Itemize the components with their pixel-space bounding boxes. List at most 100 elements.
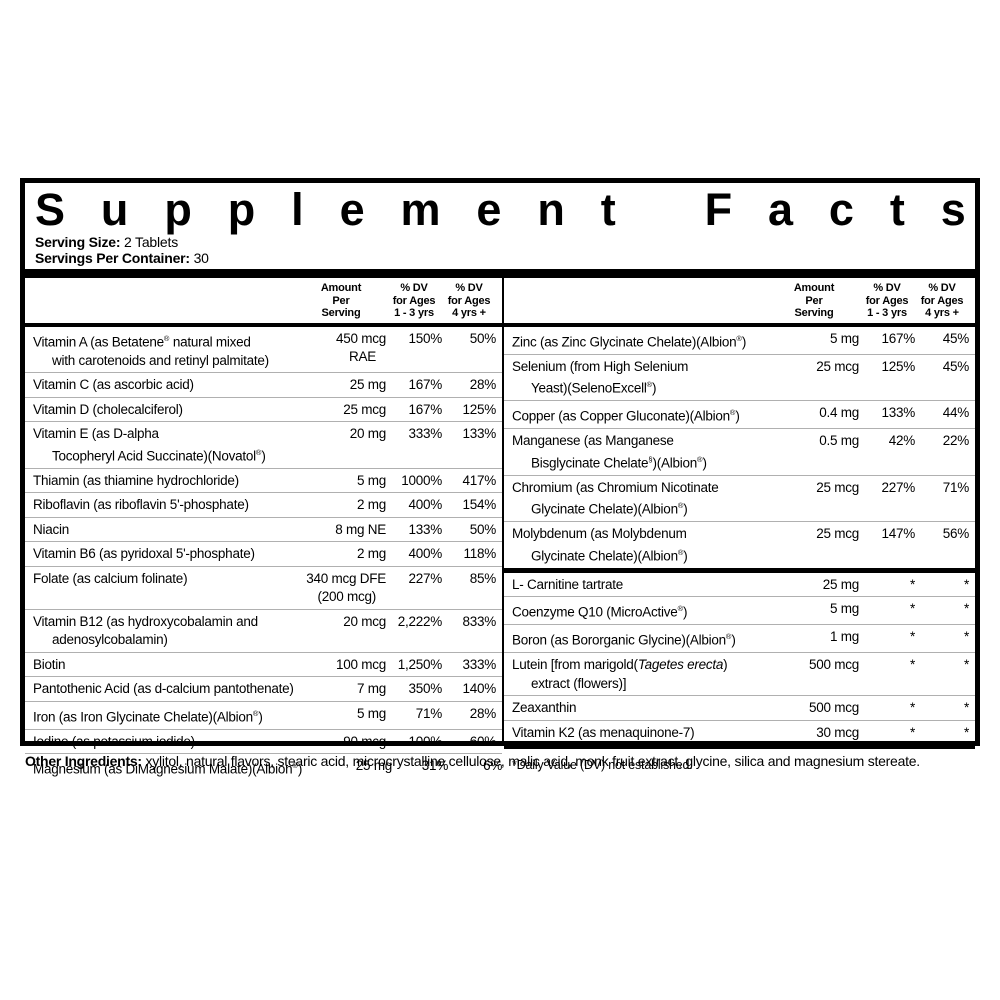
table-row: Chromium (as Chromium Nicotinate Glycinat…: [504, 476, 975, 522]
dv-ages-1-3: *: [909, 576, 915, 592]
dv-ages-4plus: 333%: [462, 656, 496, 672]
amount-per-serving: 25 mg: [355, 758, 393, 773]
amount-header: Amount Per Serving: [320, 282, 362, 319]
table-row: Vitamin A (as Betatene® natural mixed wit…: [25, 327, 502, 373]
nutrient-name: Pantothenic Acid (as d-calcium pantothen…: [33, 681, 294, 696]
servings-per-container-value: 30: [189, 250, 209, 266]
servings-per-container-line: Servings Per Container: 30: [25, 250, 975, 266]
amount-per-serving: 25 mg: [822, 576, 860, 592]
dv-ages-4plus: 833%: [462, 613, 496, 629]
amount-per-serving: 8 mg NE: [335, 521, 386, 537]
dv-ages-1-3: 227%: [408, 570, 442, 586]
dv-ages-1-3: *: [909, 724, 915, 740]
nutrient-name: Vitamin D (cholecalciferol): [33, 401, 183, 417]
section-divider-bar: [504, 567, 975, 573]
nutrient-name: L- Carnitine tartrate: [512, 576, 624, 592]
dv-ages-4plus: 50%: [469, 330, 497, 346]
dv-ages-1-3: 2,222%: [397, 613, 443, 629]
dv-ages-1-3: 71%: [415, 705, 443, 721]
table-row: Iron (as Iron Glycinate Chelate)(Albion®…: [25, 702, 502, 730]
dv-4plus-header: % DV for Ages 4 yrs +: [920, 282, 964, 319]
header-divider-bar: [25, 269, 975, 278]
dv-ages-1-3: *: [909, 601, 915, 616]
table-row: Manganese (as Manganese Bisglycinate Chel…: [504, 429, 975, 476]
dv-ages-1-3: 42%: [888, 433, 916, 448]
dv-ages-4plus: 45%: [942, 358, 970, 374]
right-column-headers: Amount Per Serving % DV for Ages 1 - 3 yrs %…: [504, 278, 975, 327]
nutrient-name: Iron (as Iron Glycinate Chelate)(Albion®…: [33, 708, 263, 725]
nutrient-name: Vitamin C (as ascorbic acid): [33, 377, 194, 392]
title-letter: m: [400, 184, 441, 235]
nutrient-name: Zinc (as Zinc Glycinate Chelate)(Albion®…: [512, 333, 747, 350]
dv-ages-1-3: 333%: [408, 426, 442, 441]
title-letter: l: [291, 184, 303, 235]
table-row: Vitamin B6 (as pyridoxal 5'-phosphate) 2 …: [25, 542, 502, 567]
amount-per-serving: 1 mg: [829, 629, 859, 644]
dv-ages-4plus: *: [963, 657, 969, 672]
title-letter: e: [476, 184, 501, 235]
dv-ages-1-3: 133%: [408, 521, 442, 537]
left-column-headers: Amount Per Serving % DV for Ages 1 - 3 yrs %…: [25, 278, 502, 327]
dv-ages-4plus: 140%: [462, 681, 496, 696]
right-mineral-rows: Zinc (as Zinc Glycinate Chelate)(Albion®…: [504, 327, 975, 568]
amount-per-serving: 340 mcg DFE (200 mcg): [306, 570, 386, 605]
section-divider-bar: [504, 744, 975, 749]
table-row: Copper (as Copper Gluconate)(Albion®) 0.4…: [504, 401, 975, 429]
amount-per-serving: 25 mcg: [816, 479, 859, 495]
nutrient-name: Boron (as Bororganic Glycine)(Albion®): [512, 632, 736, 648]
other-ingredients-line: Other Ingredients: xylitol, natural flav…: [25, 753, 980, 770]
dv-ages-1-3: 150%: [408, 330, 442, 346]
dv-ages-4plus: 60%: [469, 733, 497, 749]
nutrient-name: Vitamin A (as Betatene® natural mixed wit…: [33, 333, 269, 368]
amount-per-serving: 5 mg: [356, 705, 386, 721]
title-letter: e: [339, 184, 365, 235]
dv-ages-4plus: 22%: [942, 433, 970, 448]
dv-ages-1-3: *: [909, 657, 915, 672]
vertical-divider: [502, 278, 504, 741]
title-letter: t: [600, 184, 616, 235]
amount-per-serving: 2 mg: [356, 546, 386, 561]
table-row: Folate (as calcium folinate) 340 mcg DFE(…: [25, 567, 502, 610]
dv-ages-1-3: 167%: [408, 401, 442, 417]
other-ingredients-label: Other Ingredients:: [25, 753, 142, 769]
dv-ages-1-3: 167%: [408, 377, 442, 392]
table-row: Biotin 100 mcg 1,250% 333%: [25, 653, 502, 677]
dv-1-3-header: % DV for Ages 1 - 3 yrs: [392, 282, 436, 319]
nutrient-name: Folate (as calcium folinate): [33, 570, 188, 586]
dv-ages-1-3: 227%: [881, 479, 915, 495]
dv-ages-4plus: *: [963, 700, 969, 715]
title-letter: c: [828, 184, 854, 235]
dv-ages-4plus: 45%: [942, 330, 970, 346]
dv-ages-1-3: 1000%: [401, 472, 442, 488]
table-row: Zinc (as Zinc Glycinate Chelate)(Albion®…: [504, 327, 975, 355]
amount-per-serving: 20 mcg: [343, 613, 386, 629]
table-row: Molybdenum (as Molybdenum Glycinate Chela…: [504, 522, 975, 568]
dv-ages-4plus: 71%: [942, 479, 970, 495]
amount-per-serving: 30 mcg: [816, 724, 859, 740]
table-row: Zeaxanthin 500 mcg * *: [504, 696, 975, 721]
dv-ages-1-3: 350%: [408, 681, 442, 696]
title-letter: s: [940, 184, 966, 235]
amount-per-serving: 500 mcg: [808, 657, 859, 672]
amount-per-serving: 0.4 mg: [819, 405, 859, 420]
dv-ages-1-3: 125%: [881, 358, 915, 374]
nutrient-name: Molybdenum (as Molybdenum Glycinate Chela…: [512, 526, 688, 563]
nutrient-name: Selenium (from High Selenium Yeast)(Selen…: [512, 358, 689, 396]
table-row: Magnesium (as DiMagnesium Malate)(Albion…: [25, 754, 502, 781]
dv-ages-1-3: 400%: [408, 546, 442, 561]
amount-per-serving: 25 mg: [349, 377, 387, 392]
nutrient-name: Vitamin B6 (as pyridoxal 5'-phosphate): [33, 546, 255, 561]
left-table: Amount Per Serving % DV for Ages 1 - 3 yrs %…: [25, 278, 502, 777]
table-row: L- Carnitine tartrate 25 mg * *: [504, 573, 975, 597]
dv-ages-4plus: 28%: [469, 705, 497, 721]
table-row: Coenzyme Q10 (MicroActive®) 5 mg * *: [504, 597, 975, 625]
serving-size-value: 2 Tablets: [120, 234, 178, 250]
dv-ages-4plus: 133%: [462, 426, 496, 441]
right-other-nutrient-rows: L- Carnitine tartrate 25 mg * * Coenzyme Q10…: [504, 573, 975, 745]
title-letter: p: [227, 184, 255, 235]
nutrient-name: Copper (as Copper Gluconate)(Albion®): [512, 408, 740, 424]
dv-ages-4plus: *: [963, 576, 969, 592]
nutrient-name: Lutein [from marigold(Tagetes erecta) ext…: [512, 657, 728, 691]
